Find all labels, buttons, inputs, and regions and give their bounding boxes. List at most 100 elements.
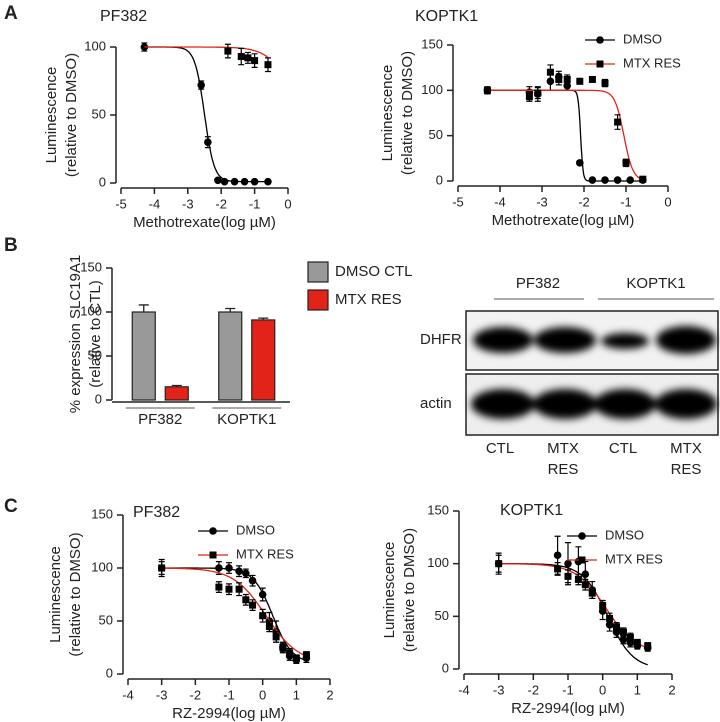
marker [237, 53, 245, 61]
y-axis-label: (relative to CTL) [87, 280, 104, 388]
blot-group: KOPTK1 [626, 275, 685, 292]
x-axis-label: RZ-2994(log µM) [511, 700, 625, 717]
blot-group: PF382 [516, 275, 560, 292]
x-tick-label: -2 [215, 196, 227, 211]
panel-label: C [4, 496, 18, 517]
x-axis-label: RZ-2994(log µM) [172, 705, 286, 722]
y-axis-label: Luminescence [43, 67, 60, 164]
legend-swatch [307, 289, 329, 311]
bar [164, 386, 189, 401]
marker [563, 75, 571, 83]
x-tick-label: -2 [578, 194, 590, 209]
legend-marker [209, 527, 217, 535]
marker [272, 633, 280, 641]
marker [249, 601, 257, 609]
y-axis-label: (relative to DMSO) [401, 528, 418, 652]
legend-marker [578, 556, 586, 564]
x-tick-label: 1 [634, 682, 641, 697]
y-tick-label: 100 [91, 559, 113, 574]
x-tick-label: -1 [249, 196, 261, 211]
x-tick-label: KOPTK1 [217, 411, 276, 428]
marker [286, 649, 294, 657]
marker [613, 176, 622, 184]
marker [553, 551, 562, 560]
y-tick-label: 150 [421, 36, 443, 51]
marker [230, 177, 239, 186]
x-axis-label: Methotrexate(log µM) [133, 214, 276, 231]
y-tick-label: 150 [91, 506, 113, 521]
x-tick-label: -4 [149, 196, 161, 211]
legend-label: MTX RES [236, 546, 294, 561]
marker [483, 86, 491, 94]
marker [588, 589, 596, 597]
x-tick-label: 1 [293, 687, 300, 702]
marker [546, 68, 554, 76]
y-axis-label: (relative to DMSO) [67, 532, 84, 656]
y-tick-label: 0 [442, 660, 449, 675]
marker [619, 635, 628, 644]
marker [140, 43, 149, 51]
fit-curve [161, 567, 307, 657]
x-tick-label: -5 [115, 196, 127, 211]
x-tick-label: 2 [668, 682, 675, 697]
bar [218, 311, 243, 401]
marker [555, 75, 563, 83]
marker [576, 159, 584, 167]
y-tick-label: 0 [436, 172, 443, 187]
y-tick-label: 0 [95, 391, 102, 406]
marker [614, 118, 622, 126]
marker [240, 177, 249, 186]
y-tick-label: 50 [92, 106, 106, 121]
x-tick-label: -3 [156, 687, 168, 702]
x-tick-label: -4 [494, 194, 506, 209]
x-axis-label: Methotrexate(log µM) [492, 212, 635, 229]
legend-swatch [307, 261, 329, 283]
marker [220, 177, 229, 186]
marker [495, 560, 503, 568]
marker [581, 570, 590, 578]
fit-curve [487, 89, 644, 181]
marker [242, 569, 250, 578]
marker [258, 590, 267, 599]
y-tick-label: 50 [88, 347, 102, 362]
x-tick-label: 0 [259, 687, 266, 702]
marker [215, 564, 223, 572]
marker [606, 614, 614, 622]
marker [235, 567, 243, 575]
marker [599, 602, 607, 610]
legend-label: DMSO CTL [335, 263, 413, 280]
x-tick-label: 2 [326, 687, 333, 702]
marker [605, 620, 614, 629]
lane-label: MTX RES [547, 440, 579, 478]
error-bar [138, 304, 149, 312]
marker [588, 75, 596, 83]
fit-curve [487, 89, 643, 182]
lane-label: CTL [609, 440, 637, 457]
legend-label: DMSO [236, 522, 275, 537]
bands [471, 326, 717, 419]
x-tick-label: -3 [182, 196, 194, 211]
blot-row: DHFR [420, 331, 462, 348]
y-axis-label: Luminescence [379, 65, 396, 162]
y-axis-label: Luminescence [47, 546, 64, 643]
marker [225, 564, 233, 572]
marker [292, 654, 300, 662]
chart-title: PF382 [100, 8, 147, 25]
marker [534, 89, 542, 97]
marker [242, 596, 250, 604]
marker [235, 585, 243, 593]
x-tick-label: -4 [122, 687, 134, 702]
y-tick-label: 150 [80, 259, 102, 274]
marker [574, 575, 582, 583]
marker [564, 559, 572, 568]
x-tick-label: 0 [599, 682, 606, 697]
fit-curve [144, 46, 269, 58]
y-tick-label: 100 [84, 38, 106, 53]
marker [248, 576, 257, 585]
y-tick-label: 0 [99, 174, 106, 189]
marker [581, 581, 589, 589]
marker [644, 642, 652, 650]
y-tick-label: 50 [99, 612, 113, 627]
marker [601, 176, 609, 184]
